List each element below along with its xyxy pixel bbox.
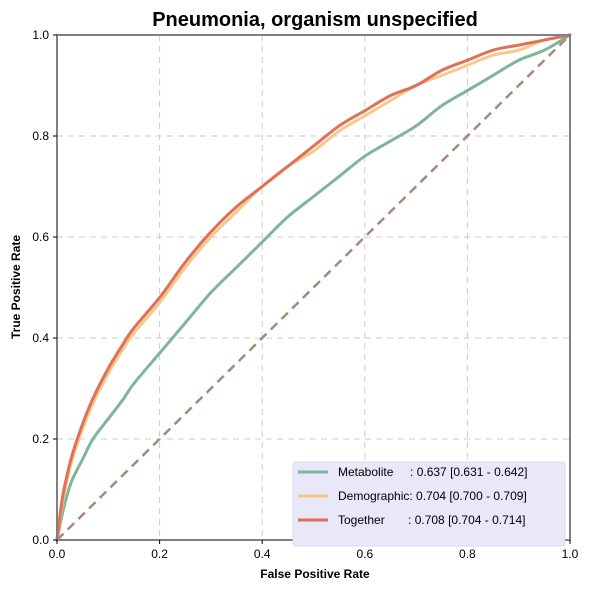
y-axis-label: True Positive Rate — [9, 235, 23, 339]
y-tick-label: 0.6 — [32, 230, 49, 244]
x-tick-label: 0.2 — [151, 547, 168, 561]
y-tick-label: 1.0 — [32, 28, 49, 42]
series-line-together — [55, 33, 572, 542]
series-lines — [55, 33, 572, 542]
grid — [57, 35, 570, 540]
axis-ticks: 0.0 0.2 0.4 0.6 0.8 1.0 0.0 0.2 0.4 0.6 0.8 1.0 — [32, 28, 578, 561]
chart-title: Pneumonia, organism unspecified — [152, 9, 478, 31]
x-tick-label: 0.4 — [254, 547, 271, 561]
y-tick-label: 0.4 — [32, 331, 49, 345]
legend: Metabolite : 0.637 [0.631 - 0.642] Demogr… — [292, 461, 566, 547]
y-tick-label: 0.0 — [32, 533, 49, 547]
x-tick-label: 0.6 — [356, 547, 373, 561]
legend-label: Metabolite : 0.637 [0.631 - 0.642] — [338, 465, 527, 479]
legend-label: Together : 0.708 [0.704 - 0.714] — [338, 513, 525, 527]
legend-box — [292, 461, 566, 547]
x-tick-label: 1.0 — [562, 547, 579, 561]
legend-label: Demographic: 0.704 [0.700 - 0.709] — [338, 489, 527, 503]
series-line-demographic — [55, 33, 572, 542]
y-tick-label: 0.8 — [32, 129, 49, 143]
series-line-metabolite — [55, 33, 572, 542]
x-tick-label: 0.0 — [49, 547, 66, 561]
x-axis-label: False Positive Rate — [260, 567, 370, 581]
x-tick-label: 0.8 — [459, 547, 476, 561]
y-tick-label: 0.2 — [32, 432, 49, 446]
